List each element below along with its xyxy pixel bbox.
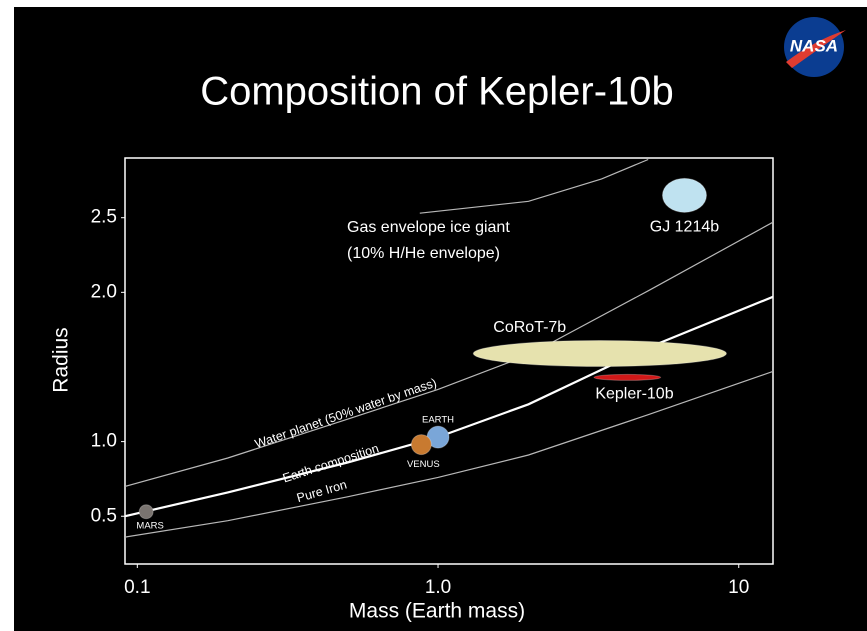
slide-background <box>14 7 867 631</box>
x-axis-label: Mass (Earth mass) <box>349 600 525 623</box>
model-curve <box>125 221 773 487</box>
planet <box>410 434 432 456</box>
planet-label: CoRoT-7b <box>493 319 566 336</box>
y-tick-label: 0.5 <box>91 505 117 526</box>
planet-label: EARTH <box>422 415 454 426</box>
planet-label: VENUS <box>407 459 440 470</box>
planet-label: Kepler-10b <box>595 386 673 403</box>
y-tick-label: 2.5 <box>91 207 117 228</box>
logo-swoosh <box>786 30 846 68</box>
x-tick-label: 10 <box>728 577 749 598</box>
y-tick-label: 2.0 <box>91 281 117 302</box>
planet <box>593 373 662 381</box>
x-tick-label: 1.0 <box>425 577 451 598</box>
planet <box>138 504 154 520</box>
model-curve <box>419 158 649 214</box>
plot-frame <box>124 157 774 565</box>
y-tick-label: 1.0 <box>91 431 117 452</box>
planet <box>472 340 727 368</box>
planet-label: GJ 1214b <box>650 219 719 236</box>
logo-text: NASA <box>790 36 838 55</box>
y-axis-label: Radius <box>50 327 73 392</box>
model-curve <box>125 370 773 538</box>
planet <box>661 177 707 213</box>
curve-label: Gas envelope ice giant <box>347 219 510 236</box>
x-tick-label: 0.1 <box>124 577 150 598</box>
curve-label: (10% H/He envelope) <box>347 245 500 262</box>
chart-title: Composition of Kepler-10b <box>200 70 674 114</box>
planet-label: MARS <box>136 520 163 531</box>
nasa-logo: NASA <box>784 17 846 77</box>
